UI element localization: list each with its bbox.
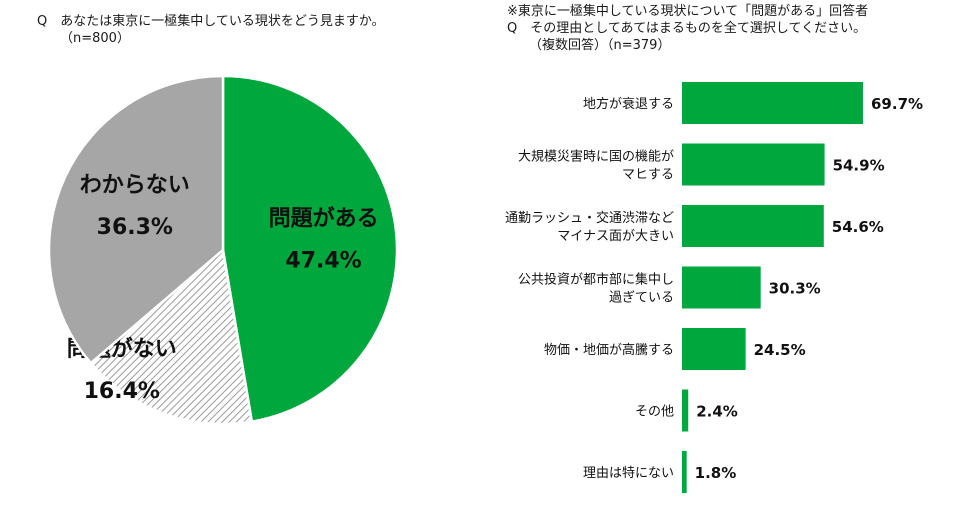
bar-category-label: 地方が衰退する xyxy=(583,96,674,112)
bar-category-label: 大規模災害時に国の機能が xyxy=(518,149,674,165)
bar-category-label: マイナス面が大きい xyxy=(557,229,674,244)
bar xyxy=(682,205,824,247)
bar-value-label: 54.9% xyxy=(833,157,885,175)
right-note: ※東京に一極集中している現状について「問題がある」回答者 xyxy=(507,4,869,19)
left-sample-size: （n=800） xyxy=(60,31,130,46)
bar-value-label: 1.8% xyxy=(695,464,737,482)
bar-category-label: 通勤ラッシュ・交通渋滞など xyxy=(505,210,674,226)
slice-label: 問題がある xyxy=(269,206,379,232)
bar-value-label: 24.5% xyxy=(754,341,806,359)
slice-value-label: 16.4% xyxy=(84,379,160,404)
bar xyxy=(682,266,761,309)
bar-value-label: 54.6% xyxy=(832,218,884,236)
right-question: Q その理由としてあてはまるものを全て選択してください。 xyxy=(507,21,867,36)
bar-category-label: 理由は特にない xyxy=(583,466,674,481)
bar xyxy=(682,328,746,370)
bar-value-label: 30.3% xyxy=(769,280,821,298)
bar-value-label: 69.7% xyxy=(871,95,923,113)
bar xyxy=(682,143,825,186)
bar-category-label: 物価・地価が高騰する xyxy=(544,342,674,358)
bar-value-label: 2.4% xyxy=(696,403,738,421)
bar xyxy=(682,82,863,124)
pie-slice xyxy=(89,247,254,426)
bar-category-label: その他 xyxy=(635,405,674,420)
bar-category-label: 公共投資が都市部に集中し xyxy=(518,272,674,288)
slice-label: わからない xyxy=(80,173,190,198)
bar xyxy=(682,451,687,493)
right-sample-size: （複数回答）（n=379） xyxy=(529,38,671,53)
bar-category-label: 過ぎている xyxy=(609,291,674,306)
slice-value-label: 36.3% xyxy=(97,215,173,240)
bar-category-label: マヒする xyxy=(622,168,674,183)
pie-slice xyxy=(47,74,225,365)
slice-value-label: 47.4% xyxy=(285,249,361,274)
pie-slice xyxy=(221,74,399,424)
left-question: Q あなたは東京に一極集中している現状をどう見ますか。 xyxy=(37,14,385,29)
bar xyxy=(682,389,689,432)
